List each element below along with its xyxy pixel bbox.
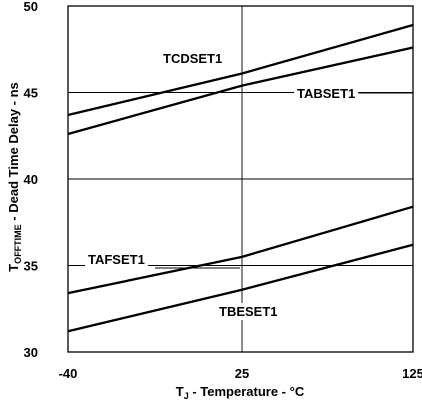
grid-lines — [68, 6, 413, 352]
series-line-tabset1 — [67, 46, 414, 136]
y-tick-label-30: 30 — [24, 345, 38, 360]
series-line-tbeset1 — [67, 243, 414, 333]
y-tick-label-45: 45 — [24, 86, 38, 101]
y-tick-labels: 30 35 40 45 50 — [24, 0, 38, 360]
plot-frame — [67, 5, 414, 353]
x-tick-labels: -40 25 125 — [59, 366, 422, 381]
series-label-bg-tcdset1 — [160, 50, 226, 67]
label-leaders — [155, 92, 413, 269]
series-label-bg-tafset1 — [85, 251, 148, 268]
x-tick-label--40: -40 — [59, 366, 78, 381]
series-label-tabset1: TABSET1 — [297, 86, 355, 101]
series-label-bg-tbeset1 — [216, 303, 281, 320]
series-line-tafset1 — [67, 205, 414, 295]
series-labels: TCDSET1 TABSET1 TAFSET1 TBESET1 — [85, 50, 359, 320]
y-tick-label-40: 40 — [24, 172, 38, 187]
series-label-bg-tabset1 — [294, 85, 359, 102]
series-line-tcdset1 — [67, 23, 414, 117]
x-tick-label-125: 125 — [402, 366, 422, 381]
x-axis-title: TJ - Temperature - °C — [176, 384, 305, 401]
y-tick-label-50: 50 — [24, 0, 38, 14]
x-tick-label-25: 25 — [235, 366, 249, 381]
series-lines — [67, 23, 414, 333]
y-axis-title: TOFFTIME - Dead Time Delay - ns — [6, 82, 23, 272]
series-label-tafset1: TAFSET1 — [88, 252, 145, 267]
series-label-tcdset1: TCDSET1 — [163, 51, 222, 66]
series-label-tbeset1: TBESET1 — [219, 304, 278, 319]
y-tick-label-35: 35 — [24, 259, 38, 274]
